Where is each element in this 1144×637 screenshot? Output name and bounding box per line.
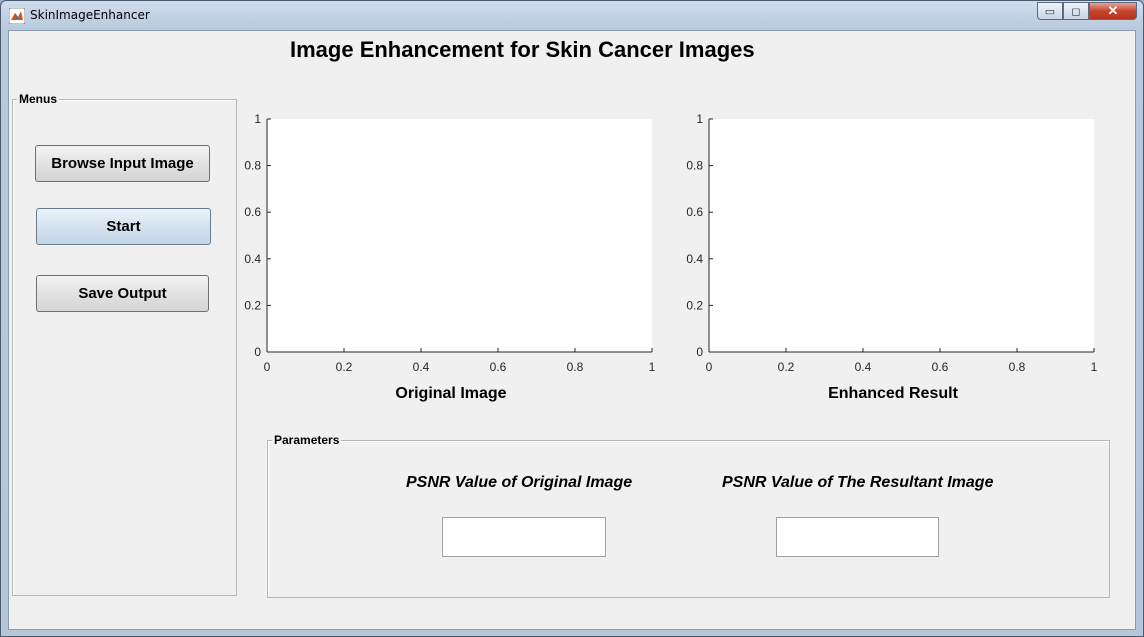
- parameters-panel-label: Parameters: [272, 433, 342, 447]
- axes-plot-area: [267, 119, 652, 352]
- browse-input-image-button[interactable]: Browse Input Image: [35, 145, 210, 182]
- psnr-original-field[interactable]: [442, 517, 606, 557]
- enhanced-result-axes[interactable]: 0 0.2 0.4 0.6 0.8 1 0 0.2 0.4 0.6 0.8 1: [679, 111, 1099, 381]
- x-tick-label: 0.4: [855, 360, 872, 374]
- y-tick-label: 0.6: [686, 205, 703, 219]
- y-tick-label: 0.4: [686, 252, 703, 266]
- close-button[interactable]: ✕: [1089, 2, 1137, 20]
- y-tick-label: 1: [254, 112, 261, 126]
- minimize-button[interactable]: ▭: [1037, 2, 1063, 20]
- x-tick-label: 0: [264, 360, 271, 374]
- minimize-icon: ▭: [1044, 5, 1056, 18]
- x-tick-label: 0.6: [490, 360, 507, 374]
- original-image-caption: Original Image: [395, 385, 507, 402]
- psnr-result-field[interactable]: [776, 517, 939, 557]
- y-tick-label: 1: [696, 112, 703, 126]
- enhanced-result-caption: Enhanced Result: [828, 385, 958, 402]
- x-tick-label: 0.8: [1009, 360, 1026, 374]
- x-tick-label: 0.8: [567, 360, 584, 374]
- save-output-button[interactable]: Save Output: [36, 275, 209, 312]
- axes-plot-area: [709, 119, 1094, 352]
- y-tick-label: 0.8: [686, 159, 703, 173]
- maximize-icon: ◻: [1071, 5, 1081, 18]
- matlab-icon: [9, 8, 25, 24]
- y-tick-label: 0: [254, 345, 261, 359]
- x-tick-label: 0.2: [336, 360, 353, 374]
- x-tick-label: 0: [706, 360, 713, 374]
- x-tick-label: 0.6: [932, 360, 949, 374]
- menus-panel-label: Menus: [17, 92, 60, 106]
- psnr-original-label: PSNR Value of Original Image: [406, 474, 633, 491]
- x-tick-label: 1: [1091, 360, 1098, 374]
- x-tick-label: 0.2: [778, 360, 795, 374]
- y-tick-label: 0.2: [244, 298, 261, 312]
- maximize-button[interactable]: ◻: [1063, 2, 1089, 20]
- y-tick-label: 0.6: [244, 205, 261, 219]
- menus-panel: Menus: [12, 92, 237, 596]
- x-tick-label: 1: [649, 360, 656, 374]
- parameters-panel: Parameters: [267, 433, 1110, 598]
- title-bar[interactable]: SkinImageEnhancer ▭ ◻ ✕: [1, 1, 1143, 31]
- page-title: Image Enhancement for Skin Cancer Images: [290, 37, 755, 62]
- y-tick-label: 0.8: [244, 159, 261, 173]
- psnr-result-label: PSNR Value of The Resultant Image: [722, 474, 994, 491]
- y-tick-label: 0.4: [244, 252, 261, 266]
- y-tick-label: 0.2: [686, 298, 703, 312]
- figure-client-area: Image Enhancement for Skin Cancer Images…: [8, 30, 1136, 630]
- original-image-axes[interactable]: 0 0.2 0.4 0.6 0.8 1 0 0.2 0.4 0.6 0.8 1: [237, 111, 657, 381]
- start-button[interactable]: Start: [36, 208, 211, 245]
- window-title: SkinImageEnhancer: [30, 8, 150, 22]
- close-icon: ✕: [1107, 3, 1119, 18]
- x-tick-label: 0.4: [413, 360, 430, 374]
- y-tick-label: 0: [696, 345, 703, 359]
